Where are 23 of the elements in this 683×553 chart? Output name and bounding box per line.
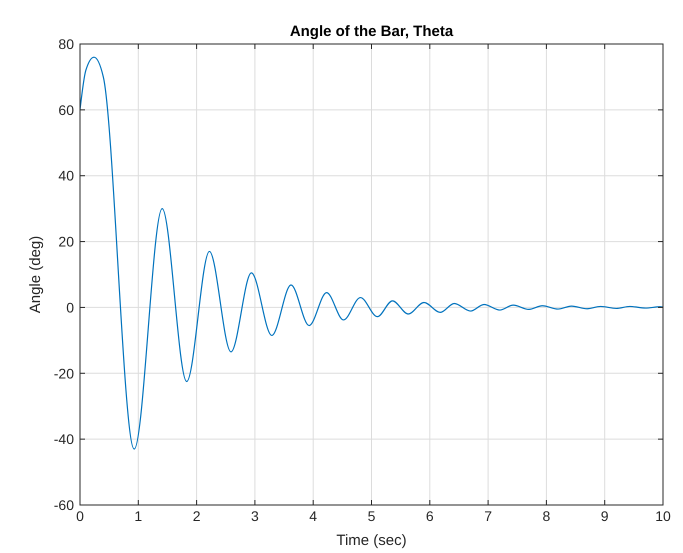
x-tick-label: 2	[192, 508, 201, 524]
y-tick-label: 80	[58, 36, 74, 52]
x-tick-label: 7	[484, 508, 492, 524]
x-tick-label: 10	[655, 508, 671, 524]
x-tick-label: 5	[368, 508, 376, 524]
y-tick-label: -40	[54, 431, 74, 448]
y-tick-label: -60	[54, 497, 74, 513]
y-tick-label: 0	[66, 299, 74, 316]
y-tick-label: 40	[58, 168, 74, 184]
line-series	[80, 56, 663, 450]
chart-title: Angle of the Bar, Theta	[290, 23, 454, 40]
x-tick-label: 3	[251, 508, 259, 524]
y-axis-title: Angle (deg)	[27, 236, 44, 314]
x-tick-label: 4	[309, 508, 318, 524]
x-tick-label: 1	[134, 508, 142, 524]
x-tick-label: 8	[542, 508, 550, 524]
x-axis-title: Time (sec)	[336, 532, 407, 549]
y-tick-label: 60	[58, 102, 74, 118]
x-tick-label: 6	[426, 508, 434, 524]
x-tick-label: 0	[76, 508, 84, 524]
x-tick-label: 9	[600, 508, 609, 524]
y-tick-label: -20	[54, 365, 74, 382]
y-tick-label: 20	[58, 234, 74, 250]
